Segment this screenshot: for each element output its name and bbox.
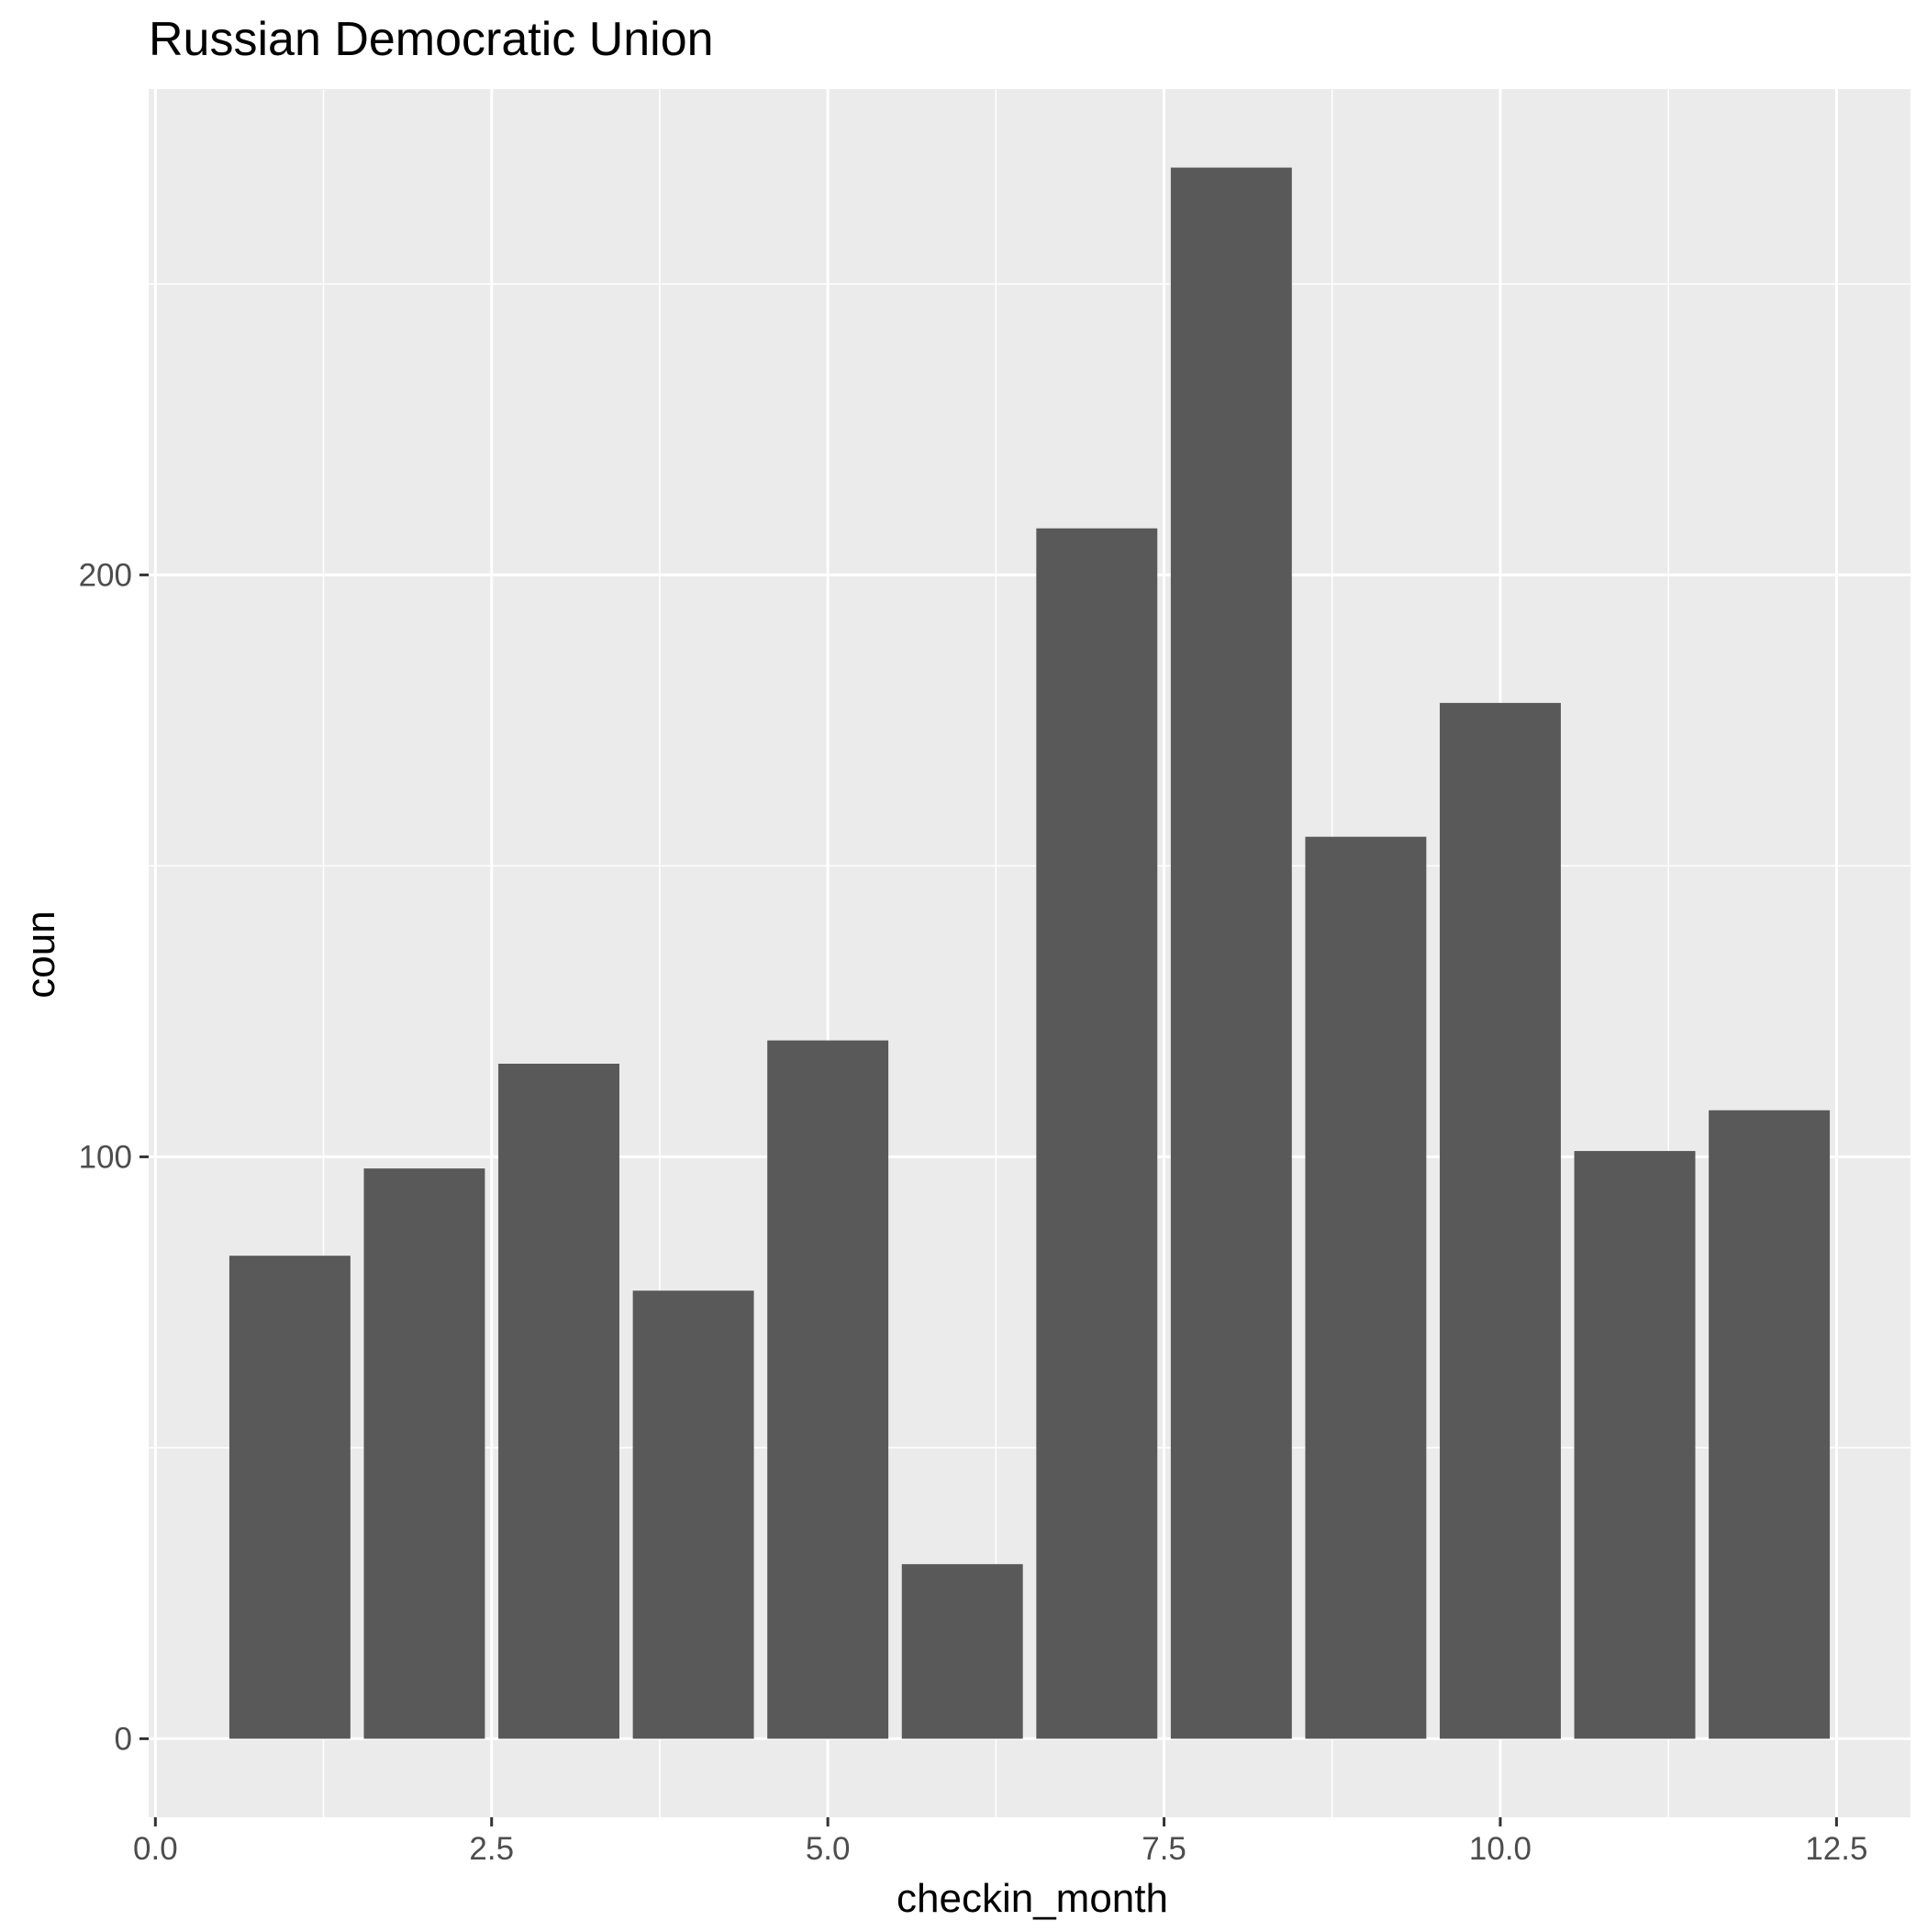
- x-tick-label: 0.0: [133, 1831, 178, 1867]
- bar-month-2: [363, 1168, 485, 1739]
- x-tick-label: 10.0: [1469, 1831, 1532, 1867]
- bar-month-12: [1709, 1110, 1831, 1739]
- bar-month-7: [1036, 528, 1158, 1739]
- axis-ticks: [139, 573, 1838, 1826]
- bar-month-9: [1305, 836, 1427, 1739]
- y-tick-label: 0: [115, 1721, 132, 1757]
- y-tick-label: 200: [79, 557, 132, 593]
- y-tick-label: 100: [79, 1139, 132, 1175]
- bar-month-5: [767, 1040, 889, 1739]
- y-axis-tick-labels: 0 100 200: [79, 557, 132, 1757]
- bar-month-6: [901, 1564, 1023, 1739]
- bars: [228, 167, 1831, 1739]
- bar-month-10: [1440, 702, 1561, 1739]
- y-axis-label: coun: [18, 910, 63, 998]
- chart-title: Russian Democratic Union: [149, 13, 714, 66]
- bar-month-11: [1574, 1151, 1696, 1739]
- x-axis-label: checkin_month: [897, 1876, 1168, 1921]
- bar-month-4: [632, 1290, 754, 1739]
- x-axis-tick-labels: 0.0 2.5 5.0 7.5 10.0 12.5: [133, 1831, 1867, 1867]
- x-tick-label: 7.5: [1142, 1831, 1186, 1867]
- x-tick-label: 5.0: [806, 1831, 851, 1867]
- bar-month-3: [498, 1063, 619, 1739]
- minor-gridlines: [149, 89, 1910, 1817]
- bar-month-8: [1170, 167, 1292, 1739]
- x-tick-label: 12.5: [1805, 1831, 1867, 1867]
- x-tick-label: 2.5: [469, 1831, 514, 1867]
- bar-month-1: [228, 1256, 351, 1739]
